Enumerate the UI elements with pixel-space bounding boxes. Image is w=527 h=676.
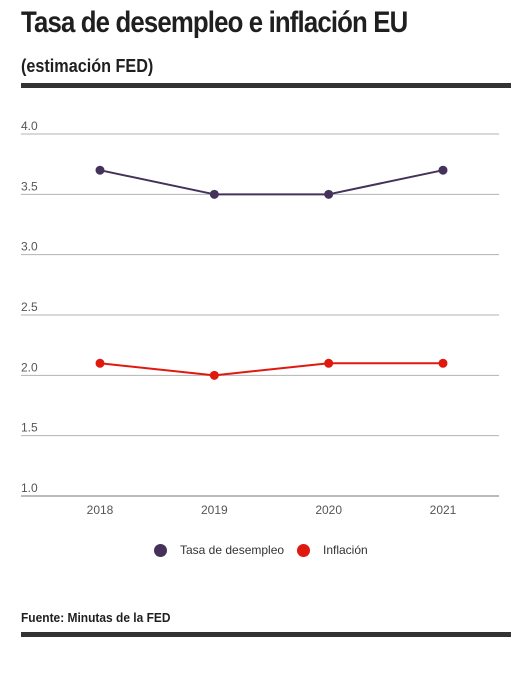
x-tick-label: 2020	[315, 503, 342, 517]
x-tick-label: 2021	[430, 503, 457, 517]
data-point	[209, 370, 219, 380]
legend-marker-unemployment	[154, 543, 167, 557]
chart-subtitle: (estimación FED)	[21, 56, 154, 76]
data-point	[438, 165, 448, 175]
data-point	[324, 189, 334, 199]
series-line	[99, 362, 443, 377]
legend-label-unemployment: Tasa de desempleo	[180, 543, 285, 557]
legend-item-unemployment: Tasa de desempleo	[154, 543, 284, 557]
y-tick-label: 4.0	[21, 119, 38, 133]
y-tick-label: 2.5	[21, 300, 38, 314]
y-tick-label: 1.5	[21, 421, 38, 435]
data-point	[438, 358, 448, 368]
y-tick-label: 3.5	[21, 179, 38, 193]
data-point	[95, 165, 105, 175]
y-tick-label: 1.0	[21, 481, 38, 495]
legend-marker-inflation	[297, 543, 310, 557]
legend-item-inflation: Inflación	[297, 543, 368, 557]
chart-title: Tasa de desempleo e inflación EU	[21, 6, 408, 39]
bottom-divider	[21, 632, 511, 637]
x-tick-label: 2019	[201, 503, 228, 517]
y-tick-label: 2.0	[21, 360, 38, 374]
line-chart: 1.0 1.5 2.0 2.5 3.0 3.5 4.0 2018 2019 2020 2021	[21, 119, 499, 517]
source-note: Fuente: Minutas de la FED	[21, 610, 171, 625]
top-divider	[21, 83, 511, 88]
data-point	[209, 189, 219, 199]
data-point	[324, 358, 334, 368]
x-tick-label: 2018	[87, 503, 114, 517]
chart-legend: Tasa de desempleo Inflación	[0, 543, 527, 559]
y-tick-label: 3.0	[21, 240, 38, 254]
legend-label-inflation: Inflación	[323, 543, 368, 557]
data-point	[95, 358, 105, 368]
series-line	[99, 169, 444, 196]
